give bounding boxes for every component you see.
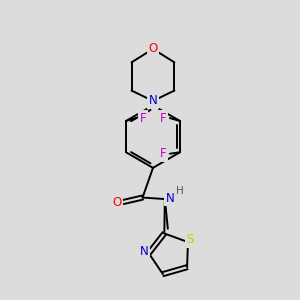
Text: H: H bbox=[176, 186, 184, 196]
Text: F: F bbox=[160, 112, 167, 124]
Text: F: F bbox=[160, 147, 167, 160]
Text: S: S bbox=[187, 233, 194, 246]
Text: N: N bbox=[148, 94, 157, 107]
Text: N: N bbox=[140, 245, 149, 258]
Text: F: F bbox=[140, 112, 146, 124]
Text: O: O bbox=[148, 42, 158, 56]
Text: O: O bbox=[112, 196, 121, 208]
Text: N: N bbox=[166, 192, 175, 205]
